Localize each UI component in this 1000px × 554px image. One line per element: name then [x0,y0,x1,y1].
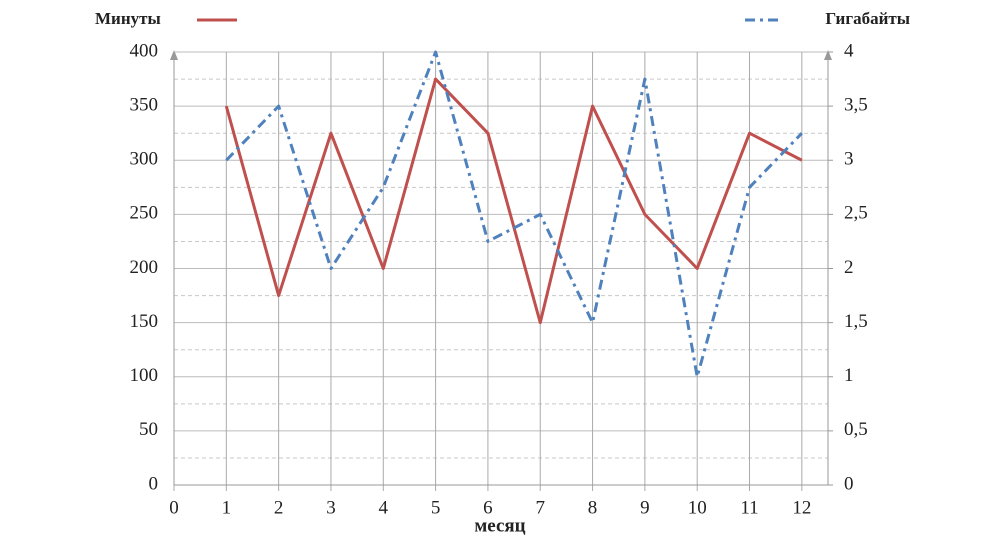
legend-label: Минуты [95,9,161,28]
y2-tick-label: 3,5 [844,94,868,115]
x-tick-label: 12 [792,497,811,518]
x-tick-label: 6 [483,497,493,518]
x-tick-label: 9 [640,497,650,518]
y2-tick-label: 0,5 [844,419,868,440]
y-tick-label: 400 [130,40,159,61]
x-tick-label: 11 [740,497,758,518]
x-tick-label: 4 [379,497,389,518]
x-tick-label: 3 [326,497,336,518]
x-tick-label: 1 [222,497,232,518]
legend-label: Гигабайты [825,9,910,28]
y-tick-label: 200 [130,257,159,278]
series-line [225,50,803,379]
x-axis-label: месяц [474,515,525,536]
y2-tick-label: 2 [844,257,854,278]
y2-tick-label: 3 [844,149,854,170]
y2-tick-label: 1 [844,365,854,386]
y-tick-label: 250 [130,203,159,224]
y2-tick-label: 0 [844,473,854,494]
y-tick-label: 50 [139,419,158,440]
y-tick-label: 300 [130,149,159,170]
y2-tick-label: 1,5 [844,311,868,332]
x-tick-label: 5 [431,497,441,518]
x-tick-label: 10 [688,497,707,518]
y2-tick-label: 4 [844,40,854,61]
x-tick-label: 7 [535,497,545,518]
y-tick-label: 100 [130,365,159,386]
y-tick-label: 0 [149,473,159,494]
x-tick-label: 0 [169,497,179,518]
y-tick-label: 150 [130,311,159,332]
series-line [224,77,803,325]
x-tick-label: 2 [274,497,284,518]
y-tick-label: 350 [130,94,159,115]
x-tick-label: 8 [588,497,598,518]
y2-tick-label: 2,5 [844,203,868,224]
